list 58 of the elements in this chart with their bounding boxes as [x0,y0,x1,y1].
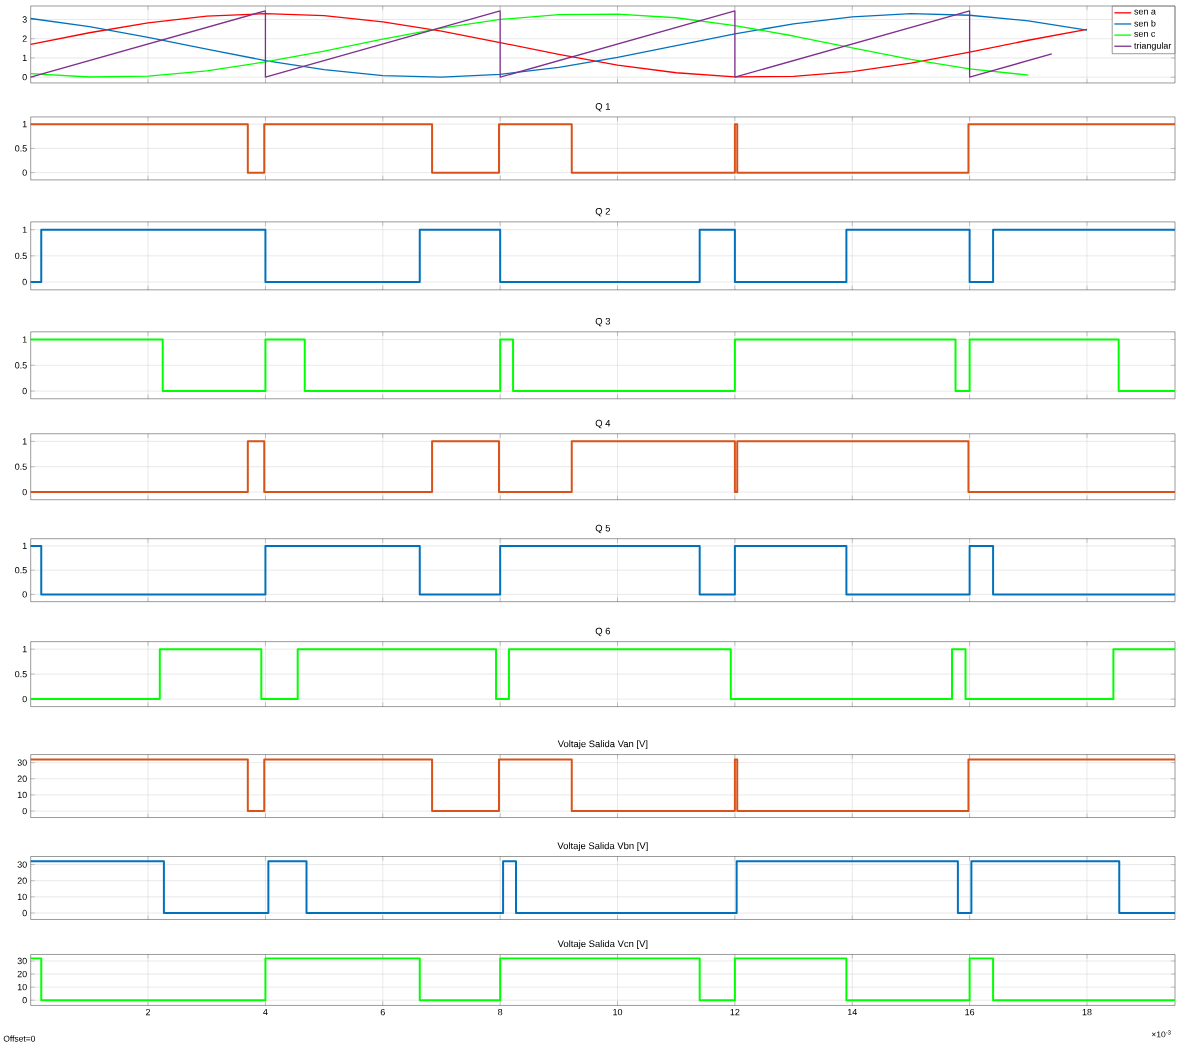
chart-title: Q 6 [595,627,611,636]
y-tick-label: 0 [22,387,27,395]
legend-label: sen a [1134,9,1156,15]
x-tick-label: 16 [965,1008,975,1016]
chart-title: Q 4 [595,419,611,429]
y-tick-label: 1 [22,542,27,549]
y-tick-label: 2 [22,35,27,42]
y-tick-label: 0 [22,807,27,815]
y-tick-label: 20 [17,877,27,884]
legend-label: triangular [1134,42,1172,51]
chart-title: Voltaje Salida Vbn [V] [557,842,648,851]
x-tick-label: 8 [498,1008,503,1016]
y-tick-label: 0 [22,488,27,496]
chart-title: Voltaje Salida Vcn [V] [557,939,648,949]
x-tick-label: 14 [847,1008,857,1015]
y-tick-label: 30 [17,861,27,868]
y-tick-label: 0.5 [15,670,27,678]
y-tick-label: 0 [22,909,27,917]
legend-label: sen c [1134,31,1156,37]
y-tick-label: 10 [17,893,27,900]
y-tick-label: 0 [22,278,27,285]
y-tick-label: 0 [22,73,27,81]
y-tick-label: 1 [22,438,27,445]
chart-title: Q 3 [595,317,611,327]
y-tick-label: 1 [22,226,27,233]
y-tick-label: 20 [17,970,27,978]
x-tick-label: 2 [146,1008,151,1016]
text: ×10$^{-3}$ [1151,1030,1171,1038]
y-tick-label: 10 [17,983,27,991]
y-tick-label: 30 [17,759,27,766]
y-tick-label: 0.5 [15,145,27,152]
x-tick-label: 12 [730,1008,740,1016]
y-tick-label: 1 [22,645,27,653]
y-tick-label: 0 [22,996,27,1004]
y-tick-label: 1 [22,54,27,61]
y-tick-label: 10 [17,791,27,798]
chart-title: Q 2 [595,207,610,217]
x-tick-label: 18 [1082,1008,1092,1016]
chart-title: Q 1 [595,102,610,112]
y-tick-label: 0.5 [15,566,27,574]
y-tick-label: 1 [22,120,27,128]
y-tick-label: 0.5 [15,463,27,470]
y-tick-label: 0.5 [15,361,27,369]
y-tick-label: 0 [22,695,27,703]
y-tick-label: 0 [22,169,27,176]
y-tick-label: 0 [22,591,27,598]
chart-title: Q 5 [595,524,611,533]
x-tick-label: 10 [613,1008,623,1016]
y-tick-label: 3 [22,16,27,23]
text: Offset=0 [3,1035,36,1042]
y-tick-label: 1 [22,336,27,343]
y-tick-label: 30 [17,957,27,964]
x-tick-label: 6 [380,1008,385,1016]
y-tick-label: 0.5 [15,252,27,259]
y-tick-label: 20 [17,775,27,782]
x-tick-label: 4 [263,1008,268,1015]
legend-label: sen b [1134,19,1156,27]
chart-title: Voltaje Salida Van [V] [557,740,648,749]
